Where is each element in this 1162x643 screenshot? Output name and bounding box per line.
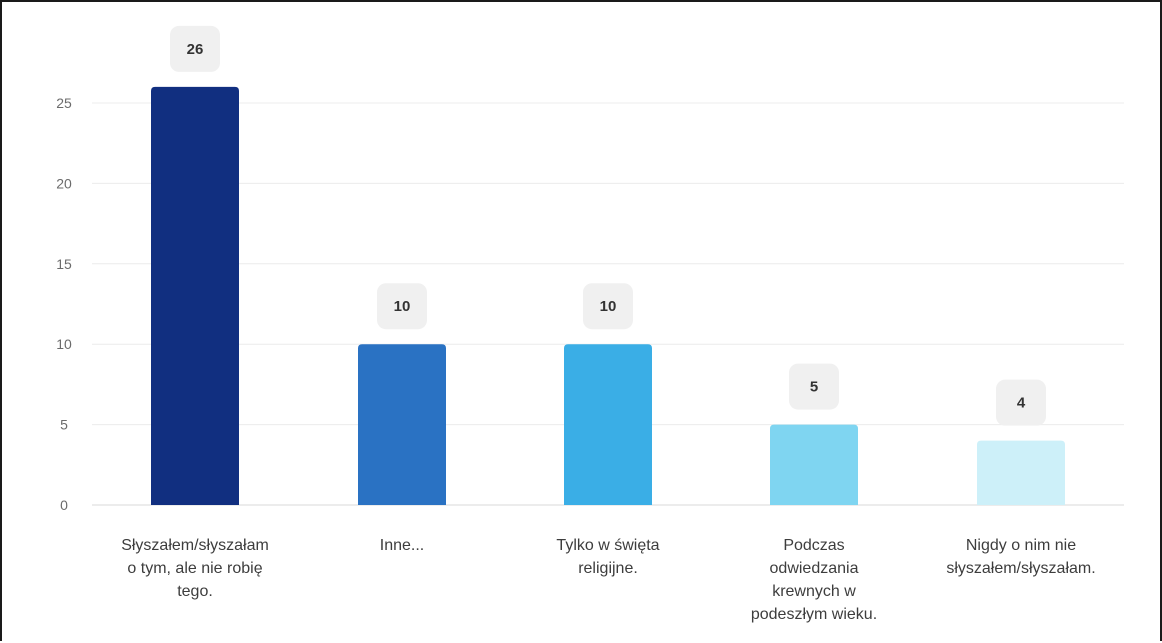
category-label: podeszłym wieku. — [751, 606, 877, 623]
category-label: religijne. — [578, 560, 638, 577]
data-label: 10 — [394, 298, 411, 315]
data-label: 26 — [187, 41, 204, 58]
value-badge — [377, 283, 427, 330]
bar-2[interactable] — [358, 344, 446, 505]
value-badge — [789, 363, 839, 410]
value-badge — [583, 283, 633, 330]
y-tick-label: 10 — [56, 336, 72, 352]
data-label: 4 — [1017, 395, 1026, 412]
category-label: tego. — [177, 583, 213, 600]
data-label: 10 — [600, 298, 617, 315]
bar-4[interactable] — [770, 424, 858, 505]
y-tick-label: 5 — [60, 417, 68, 433]
value-badge — [170, 25, 220, 72]
bar-3[interactable] — [564, 344, 652, 505]
category-label: Słyszałem/słyszałam — [121, 537, 269, 554]
category-label: o tym, ale nie robię — [127, 560, 262, 577]
bar-5[interactable] — [977, 440, 1065, 505]
y-tick-label: 15 — [56, 256, 72, 272]
y-tick-label: 20 — [56, 175, 72, 191]
category-label: słyszałem/słyszałam. — [946, 560, 1095, 577]
bar-1[interactable] — [151, 86, 239, 506]
category-label: krewnych w — [772, 583, 856, 600]
data-label: 5 — [810, 379, 818, 396]
category-label: Podczas — [783, 537, 844, 554]
y-tick-label: 0 — [60, 497, 68, 513]
category-label: Nigdy o nim nie — [966, 537, 1076, 554]
category-label: Inne... — [380, 537, 424, 554]
category-label: Tylko w święta — [556, 537, 659, 554]
value-badge — [996, 379, 1046, 426]
y-tick-label: 25 — [56, 95, 72, 111]
category-label: odwiedzania — [770, 560, 859, 577]
